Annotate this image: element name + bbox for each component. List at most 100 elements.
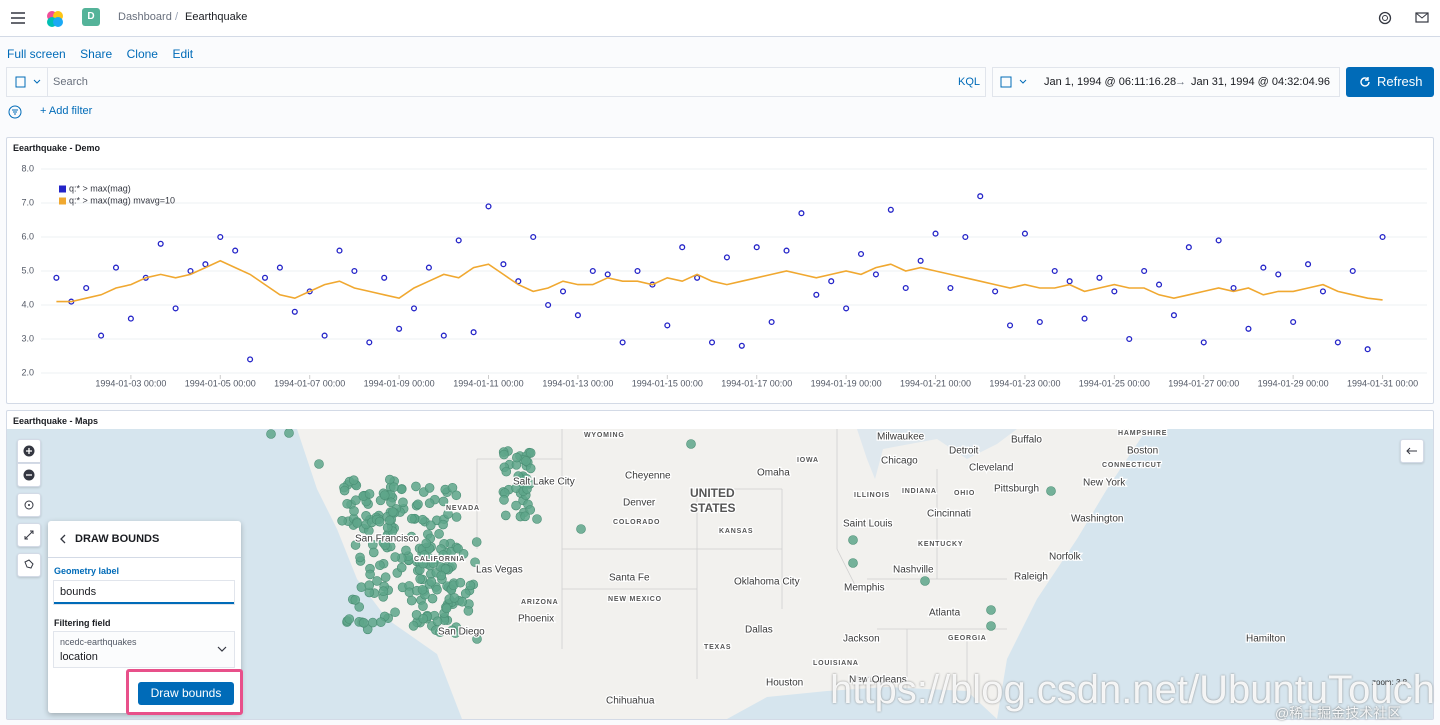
quake-point	[521, 456, 531, 466]
mail-icon[interactable]	[1415, 12, 1429, 24]
quake-point	[367, 617, 378, 628]
search-bar[interactable]: Search KQL	[6, 67, 986, 97]
add-filter[interactable]: + Add filter	[40, 105, 93, 117]
menu-link[interactable]: Share	[80, 47, 113, 61]
point	[738, 342, 745, 349]
map-label: Detroit	[949, 446, 979, 457]
zoom-in[interactable]	[17, 439, 41, 463]
point	[1275, 271, 1282, 278]
quake-point	[457, 596, 468, 607]
point	[336, 247, 343, 254]
quake-point	[424, 483, 435, 493]
moving-average-line	[56, 259, 1383, 303]
field-label: Filtering field	[54, 618, 111, 628]
quake-point	[470, 557, 480, 568]
space-badge[interactable]: D	[82, 8, 100, 26]
start-date[interactable]: Jan 1, 1994 @ 06:11:16.28	[1044, 76, 1177, 88]
quake-point	[398, 497, 408, 508]
map-label: Cleveland	[969, 463, 1013, 474]
refresh-label: Refresh	[1377, 74, 1423, 89]
elastic-logo[interactable]	[45, 9, 65, 29]
point	[947, 284, 954, 292]
map-label: Chihuahua	[606, 696, 655, 707]
breadcrumb[interactable]: Dashboard	[118, 11, 172, 23]
legend-label: q:* > max(mag) mvavg=10	[69, 195, 175, 205]
x-tick-label: 1994-01-13 00:00	[542, 378, 613, 388]
help-icon[interactable]	[1378, 11, 1392, 25]
quake-point	[432, 584, 442, 595]
point	[1126, 335, 1133, 343]
menu-link[interactable]: Clone	[126, 47, 158, 61]
quake-point	[499, 495, 509, 505]
point	[410, 305, 418, 312]
quake-point	[576, 524, 586, 534]
quake-point	[455, 577, 466, 588]
quake-point	[427, 593, 438, 604]
end-date[interactable]: Jan 31, 1994 @ 04:32:04.96	[1191, 76, 1330, 88]
y-tick-label: 7.0	[21, 197, 34, 207]
y-tick-label: 8.0	[21, 163, 34, 173]
point	[604, 271, 611, 278]
map-label: KENTUCKY	[918, 541, 963, 548]
quake-point	[986, 621, 996, 631]
point	[98, 332, 105, 339]
point	[112, 264, 120, 271]
locate[interactable]	[17, 493, 41, 517]
menu-icon[interactable]	[10, 11, 26, 25]
index-name: ncedc-earthquakes	[60, 637, 137, 647]
point	[857, 250, 865, 258]
quake-point	[417, 584, 428, 595]
panel-title: Eearthquake - Maps	[13, 416, 99, 426]
map-label: Omaha	[757, 468, 790, 479]
quake-point	[920, 576, 930, 586]
quake-point	[266, 429, 276, 439]
draw-bounds-button[interactable]: Draw bounds	[138, 682, 234, 705]
quake-point	[447, 482, 458, 493]
quake-point	[396, 562, 407, 573]
point	[261, 274, 269, 281]
quake-point	[350, 540, 361, 550]
point	[515, 278, 522, 285]
point	[351, 267, 358, 275]
point	[530, 233, 537, 241]
saved-query[interactable]	[7, 68, 48, 96]
map-label: HAMPSHIRE	[1118, 430, 1167, 437]
layer-toggle[interactable]	[1400, 439, 1424, 463]
quake-point	[418, 558, 428, 569]
kql-toggle[interactable]: KQL	[958, 76, 981, 88]
point	[366, 339, 373, 346]
field-label: Geometry label	[54, 566, 120, 576]
point	[1111, 288, 1118, 295]
x-tick-label: 1994-01-31 00:00	[1347, 378, 1418, 388]
quake-point	[406, 595, 417, 606]
point	[157, 240, 164, 247]
field-name: location	[60, 651, 98, 663]
fullscreen-map[interactable]	[17, 523, 41, 547]
filter-icon[interactable]	[8, 105, 22, 119]
map-label: CALIFORNIA	[414, 556, 465, 563]
map-label: Raleigh	[1014, 572, 1048, 583]
point	[977, 193, 984, 200]
geometry-input[interactable]: bounds	[54, 581, 234, 604]
point	[768, 318, 775, 326]
quake-point	[522, 484, 532, 494]
gulf	[727, 687, 997, 719]
date-picker[interactable]: Jan 1, 1994 @ 06:11:16.28 → Jan 31, 1994…	[992, 67, 1340, 97]
x-tick-label: 1994-01-19 00:00	[811, 378, 882, 388]
top-bar: D Dashboard / Eearthquake	[0, 0, 1440, 37]
draw-tool[interactable]	[17, 553, 41, 577]
point	[1006, 322, 1014, 329]
menu-link[interactable]: Full screen	[7, 47, 66, 61]
quake-point	[365, 569, 375, 580]
quake-point	[413, 499, 423, 510]
map-label: San Diego	[438, 627, 485, 638]
point	[1036, 318, 1043, 326]
quake-point	[1046, 486, 1056, 496]
zoom-out[interactable]	[17, 463, 41, 487]
point	[1334, 339, 1341, 346]
field-select[interactable]: ncedc-earthquakes location	[54, 632, 234, 667]
menu-link[interactable]: Edit	[172, 47, 194, 61]
great-lakes	[857, 429, 1017, 479]
refresh-button[interactable]: Refresh	[1346, 67, 1434, 97]
y-tick-label: 2.0	[21, 367, 34, 377]
